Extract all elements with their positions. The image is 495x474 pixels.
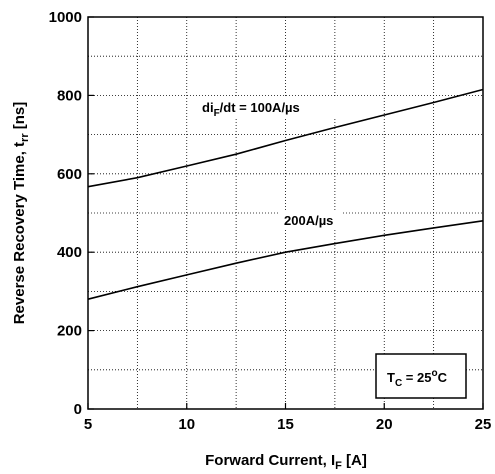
y-tick-label: 800: [57, 87, 82, 104]
condition-label: TC = 25oC: [387, 368, 448, 389]
series2-label-bg: [280, 210, 342, 230]
y-tick-label: 0: [74, 401, 82, 418]
series-line-2: [87, 220, 484, 300]
y-tick-label: 1000: [49, 9, 82, 26]
y-tick-label: 400: [57, 244, 82, 261]
series-line-1: [87, 88, 484, 188]
x-axis-label: Forward Current, IF [A]: [205, 452, 367, 472]
x-tick-label: 25: [475, 416, 492, 433]
x-tick-label: 15: [277, 416, 294, 433]
series2-label: 200A/µs: [284, 213, 333, 228]
ticks: 5 10 15 20 25 0 200 400 600 800 1000: [49, 9, 492, 433]
condition-box: [375, 353, 467, 399]
curves: [87, 88, 484, 300]
x-tick-label: 20: [376, 416, 393, 433]
series1-label-bg: [198, 96, 348, 118]
x-tick-label: 5: [84, 416, 92, 433]
y-tick-label: 200: [57, 323, 82, 340]
y-axis-label: Reverse Recovery Time, trr [ns]: [11, 102, 31, 325]
series1-label: diF/dt = 100A/µs: [202, 100, 300, 119]
x-tick-label: 10: [178, 416, 195, 433]
y-tick-label: 600: [57, 166, 82, 183]
